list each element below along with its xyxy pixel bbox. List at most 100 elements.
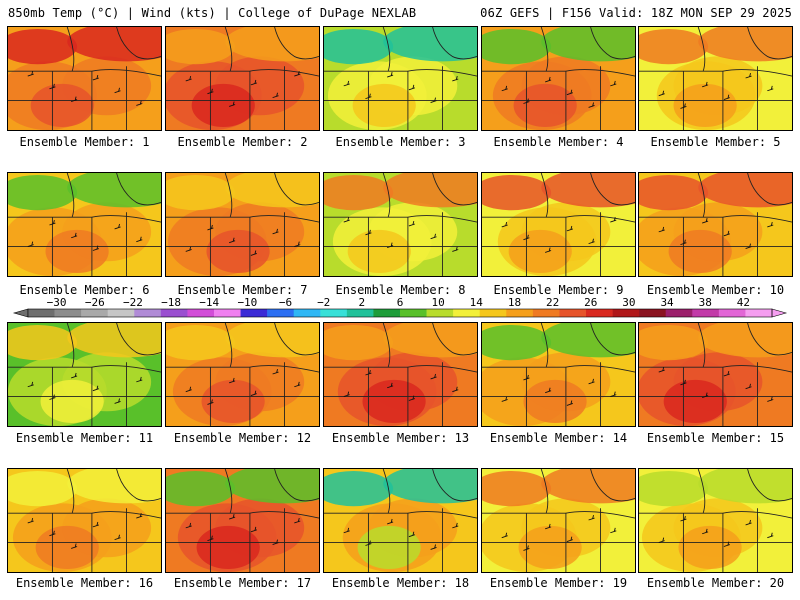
state-border-line (116, 27, 161, 60)
temperature-contour-region (67, 323, 161, 358)
wind-barb (452, 75, 459, 82)
wind-barb (745, 519, 752, 526)
temperature-map (324, 173, 477, 276)
wind-barb (71, 543, 78, 549)
state-border-line (565, 69, 635, 77)
state-border-line (432, 27, 477, 60)
state-border-line (166, 512, 251, 572)
wind-barb (566, 536, 573, 543)
state-border-line (639, 366, 724, 426)
colorbar-swatch (320, 309, 348, 317)
wind-barb (387, 518, 394, 525)
temperature-contour-region (166, 174, 236, 211)
temperature-contour-region (508, 229, 572, 274)
temperature-contour-region (225, 27, 319, 62)
ensemble-member-label: Ensemble Member: 7 (177, 283, 308, 297)
temperature-contour-region (383, 27, 477, 62)
colorbar-tick-label: 38 (699, 297, 712, 309)
ensemble-map-panel (481, 322, 636, 427)
ensemble-member-label: Ensemble Member: 13 (331, 431, 470, 445)
wind-barb (136, 236, 143, 243)
colorbar-tick-label: 42 (737, 297, 750, 309)
state-border-line (116, 173, 161, 206)
state-border-line (382, 323, 391, 368)
ensemble-map-panel (481, 468, 636, 573)
temperature-contour-region (352, 83, 416, 128)
state-border-line (382, 469, 391, 514)
state-border-line (407, 511, 477, 519)
colorbar-tick-label: −14 (199, 297, 219, 309)
ensemble-map-panel (638, 322, 793, 427)
temperature-contour-region (166, 324, 236, 361)
wind-barb (523, 98, 530, 104)
ensemble-map-panel (323, 26, 478, 131)
temperature-contour-region (523, 379, 587, 424)
temperature-contour-region (166, 470, 236, 507)
state-border-line (432, 173, 477, 206)
wind-barb (207, 224, 214, 231)
wind-barb (523, 234, 530, 241)
colorbar-swatch (559, 309, 587, 317)
colorbar-swatch (293, 309, 321, 317)
wind-barb (92, 74, 99, 81)
wind-barb (745, 72, 752, 79)
wind-barb (430, 233, 437, 240)
temperature-contour-region (8, 174, 78, 211)
wind-barb (294, 241, 301, 247)
temperature-contour-region (541, 323, 635, 358)
colorbar-swatch (453, 309, 481, 317)
state-border-line (66, 27, 75, 72)
temperature-contour-region (698, 27, 792, 62)
wind-barb (658, 537, 665, 543)
wind-barb (294, 71, 301, 77)
wind-barb (250, 390, 257, 397)
ensemble-map-panel (323, 468, 478, 573)
colorbar-tick-label: −18 (161, 297, 181, 309)
wind-barb (365, 540, 372, 546)
temperature-map (324, 323, 477, 426)
ensemble-map-panel (638, 26, 793, 131)
temperature-contour-region (67, 27, 161, 62)
ensemble-member-label: Ensemble Member: 18 (331, 576, 470, 590)
temperature-map (8, 27, 161, 130)
wind-barb (523, 374, 530, 381)
state-border-line (540, 469, 549, 514)
wind-barb (588, 514, 595, 521)
state-border-line (382, 173, 391, 218)
state-border-line (482, 512, 567, 572)
colorbar-extend-min (12, 308, 29, 318)
wind-barb (501, 85, 508, 92)
state-border-line (540, 323, 549, 368)
ensemble-member-label: Ensemble Member: 19 (489, 576, 628, 590)
wind-barb (92, 385, 99, 392)
colorbar-tick-label: 18 (508, 297, 521, 309)
wind-barb (365, 369, 372, 376)
temperature-contour-region (324, 470, 394, 507)
wind-barb (343, 391, 350, 397)
ensemble-member-label: Ensemble Member: 1 (19, 135, 150, 149)
wind-barb (49, 219, 56, 226)
state-border-line (324, 70, 409, 130)
temperature-map (482, 469, 635, 572)
state-border-line (224, 323, 233, 368)
wind-barb (114, 87, 121, 94)
state-border-line (747, 173, 792, 206)
colorbar-swatch (665, 309, 693, 317)
state-border-line (639, 512, 724, 572)
state-border-line (66, 469, 75, 514)
wind-barb (430, 373, 437, 380)
colorbar-swatch (586, 309, 613, 317)
temperature-map (8, 469, 161, 572)
temperature-map (8, 323, 161, 426)
wind-barb (343, 217, 350, 223)
wind-barb (588, 378, 595, 385)
wind-barb (343, 80, 350, 87)
ensemble-map-panel (481, 172, 636, 277)
state-border-line (407, 365, 477, 373)
wind-barb (185, 522, 192, 529)
state-border-line (116, 469, 161, 502)
temperature-map (482, 173, 635, 276)
colorbar-swatch (426, 309, 454, 317)
wind-barb (136, 376, 143, 383)
temperature-map (639, 323, 792, 426)
